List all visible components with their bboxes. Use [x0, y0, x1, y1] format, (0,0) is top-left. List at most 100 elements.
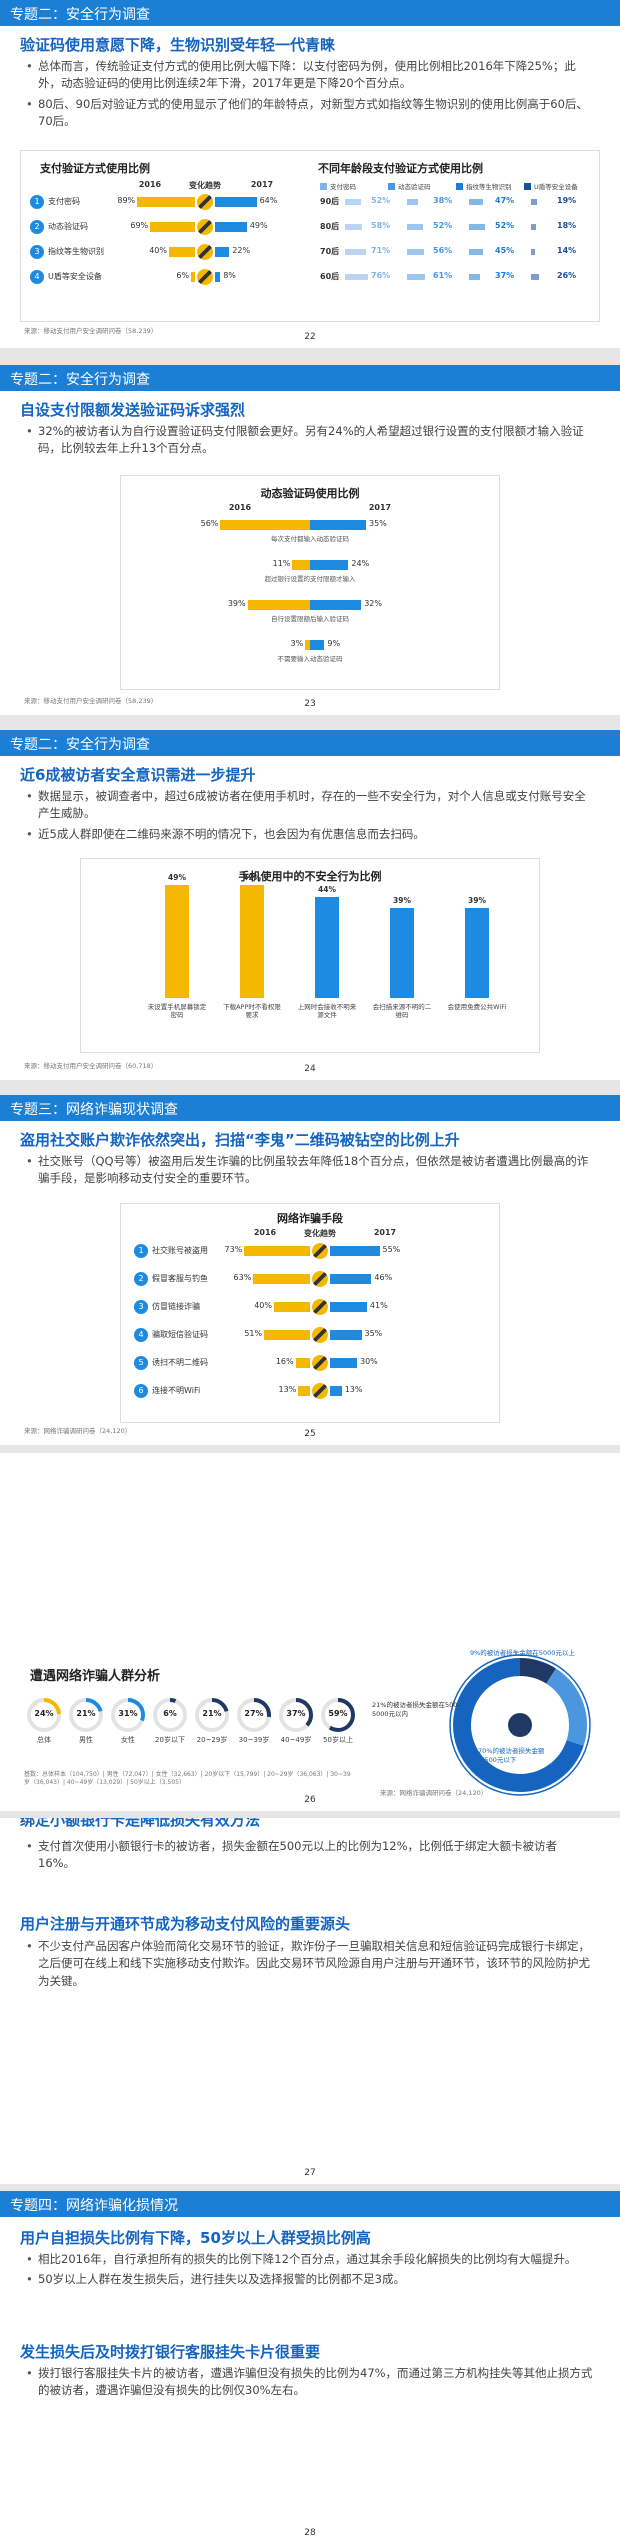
- ring-label: 20~29岁: [196, 1736, 228, 1744]
- bullet: 总体而言，传统验证支付方式的使用比例大幅下降：以支付密码为例，使用比例相比201…: [24, 58, 594, 93]
- row-label: 支付密码: [48, 197, 80, 206]
- value: 56%: [433, 246, 453, 255]
- row-label: 社交账号被盗用: [152, 1246, 208, 1255]
- mini-bar: [407, 249, 424, 255]
- header-bar: [0, 1095, 620, 1121]
- value: 14%: [557, 246, 577, 255]
- bar-label: 会扫描来源不明的二维码: [372, 1003, 432, 1020]
- page-number: 28: [304, 2528, 316, 2538]
- header-title: 专题二：安全行为调查: [10, 372, 150, 388]
- value-2017: 35%: [364, 1329, 383, 1338]
- value: 38%: [433, 196, 453, 205]
- mini-bar: [469, 199, 484, 205]
- row-number: 3: [30, 245, 44, 259]
- header-title: 专题二：安全行为调查: [10, 737, 150, 753]
- chart-title: 不同年龄段支付验证方式使用比例: [318, 162, 483, 175]
- value-2016: 6%: [176, 271, 190, 280]
- trend-icon: [312, 1383, 328, 1399]
- value-2017: 30%: [360, 1357, 378, 1366]
- row-number: 4: [30, 270, 44, 284]
- chart-panel: [120, 475, 500, 690]
- page-number: 27: [304, 2168, 316, 2178]
- legend-swatch: [524, 183, 531, 190]
- ring-arc: [153, 1698, 187, 1732]
- value-2017: 8%: [223, 271, 236, 280]
- value: 18%: [557, 221, 577, 230]
- row-number: 6: [134, 1384, 148, 1398]
- row-label: 70后: [320, 247, 340, 256]
- slide-title: 盗用社交账户欺诈依然突出，扫描“李鬼”二维码被钻空的比例上升: [20, 1131, 460, 1149]
- bar-2017: [310, 520, 366, 530]
- value: 52%: [495, 221, 515, 230]
- bullet-list: 总体而言，传统验证支付方式的使用比例大幅下降：以支付密码为例，使用比例相比201…: [24, 58, 594, 133]
- value-2017: 13%: [344, 1385, 363, 1394]
- mini-bar: [469, 224, 485, 230]
- header-title: 专题四：网络诈骗化损情况: [10, 2198, 178, 2214]
- slide-title: 验证码使用意愿下降，生物识别受年轻一代青睐: [20, 36, 336, 54]
- value-2017: 35%: [369, 519, 387, 528]
- value: 49%: [243, 873, 261, 883]
- ring-label: 女性: [121, 1736, 135, 1744]
- ring-label: 50岁以上: [323, 1736, 353, 1744]
- value-2017: 22%: [232, 246, 251, 255]
- column-head: 2016: [253, 1228, 277, 1237]
- row-label: 连接不明WiFi: [152, 1386, 201, 1395]
- ring-label: 总体: [37, 1736, 51, 1744]
- bar-2017: [215, 247, 230, 257]
- bar-2016: [244, 1246, 310, 1256]
- row-label: 动态验证码: [48, 222, 88, 231]
- ring-value: 59%: [328, 1709, 348, 1718]
- ring-arc: [279, 1698, 313, 1732]
- header-bar: [0, 2191, 620, 2217]
- chart-title: 支付验证方式使用比例: [40, 162, 150, 175]
- row-caption: 每次支付都输入动态验证码: [271, 535, 349, 543]
- ring-label: 40~49岁: [280, 1736, 312, 1744]
- ring-label: 20岁以下: [155, 1736, 185, 1744]
- page-number: 26: [304, 1795, 316, 1805]
- ring-arc: [69, 1698, 103, 1732]
- bullet: 支付首次使用小额银行卡的被访者，损失金额在500元以上的比例为12%，比例低于绑…: [24, 1838, 594, 1873]
- value-2016: 11%: [272, 559, 291, 568]
- row-label: 90后: [320, 197, 340, 206]
- value: 37%: [495, 271, 515, 280]
- ring-arc: [111, 1698, 145, 1732]
- mini-bar: [531, 249, 536, 255]
- bullet: 80后、90后对验证方式的使用显示了他们的年龄特点，对新型方式如指纹等生物识别的…: [24, 96, 594, 131]
- donut-center: [508, 1713, 532, 1737]
- row-number: 2: [134, 1272, 148, 1286]
- mini-bar: [345, 224, 363, 230]
- bar-2017: [215, 197, 257, 207]
- value-2016: 63%: [233, 1273, 252, 1282]
- source-note: 来源：移动支付用户安全调研问卷（58,239）: [24, 697, 158, 705]
- mini-bar: [531, 199, 537, 205]
- bar-2017: [310, 600, 362, 610]
- chart-panel: [120, 1203, 500, 1423]
- donut-segment: [453, 1658, 587, 1792]
- value: 61%: [433, 271, 453, 280]
- bar-2016: [264, 1330, 310, 1340]
- column-head: 2017: [250, 180, 274, 189]
- row-number: 1: [134, 1244, 148, 1258]
- trend-icon: [312, 1355, 328, 1371]
- value: 76%: [371, 271, 391, 280]
- legend-label: U盾等安全设备: [534, 183, 578, 191]
- trend-icon: [312, 1299, 328, 1315]
- ring-value: 37%: [286, 1709, 306, 1718]
- bar: [390, 908, 414, 998]
- value: 49%: [168, 873, 186, 883]
- mini-bar: [531, 224, 537, 230]
- chart-title: 手机使用中的不安全行为比例: [238, 870, 382, 883]
- legend-label: 动态验证码: [398, 183, 431, 191]
- value-2017: 32%: [364, 599, 382, 608]
- bullet-list: 不少支付产品因客户体验而简化交易环节的验证，欺诈份子一旦骗取相关信息和短信验证码…: [24, 1938, 594, 1993]
- value: 52%: [433, 221, 453, 230]
- value-2017: 46%: [374, 1273, 393, 1282]
- row-caption: 超过银行设置的支付限额才输入: [264, 575, 356, 583]
- legend-label: 指纹等生物识别: [466, 183, 512, 191]
- bar-2017: [330, 1358, 357, 1368]
- bullet: 数据显示，被调查者中，超过6成被访者在使用手机时，存在的一些不安全行为，对个人信…: [24, 788, 594, 823]
- bullet-list: 支付首次使用小额银行卡的被访者，损失金额在500元以上的比例为12%，比例低于绑…: [24, 1838, 594, 1876]
- bar: [315, 896, 339, 998]
- ring-label: 男性: [79, 1736, 93, 1744]
